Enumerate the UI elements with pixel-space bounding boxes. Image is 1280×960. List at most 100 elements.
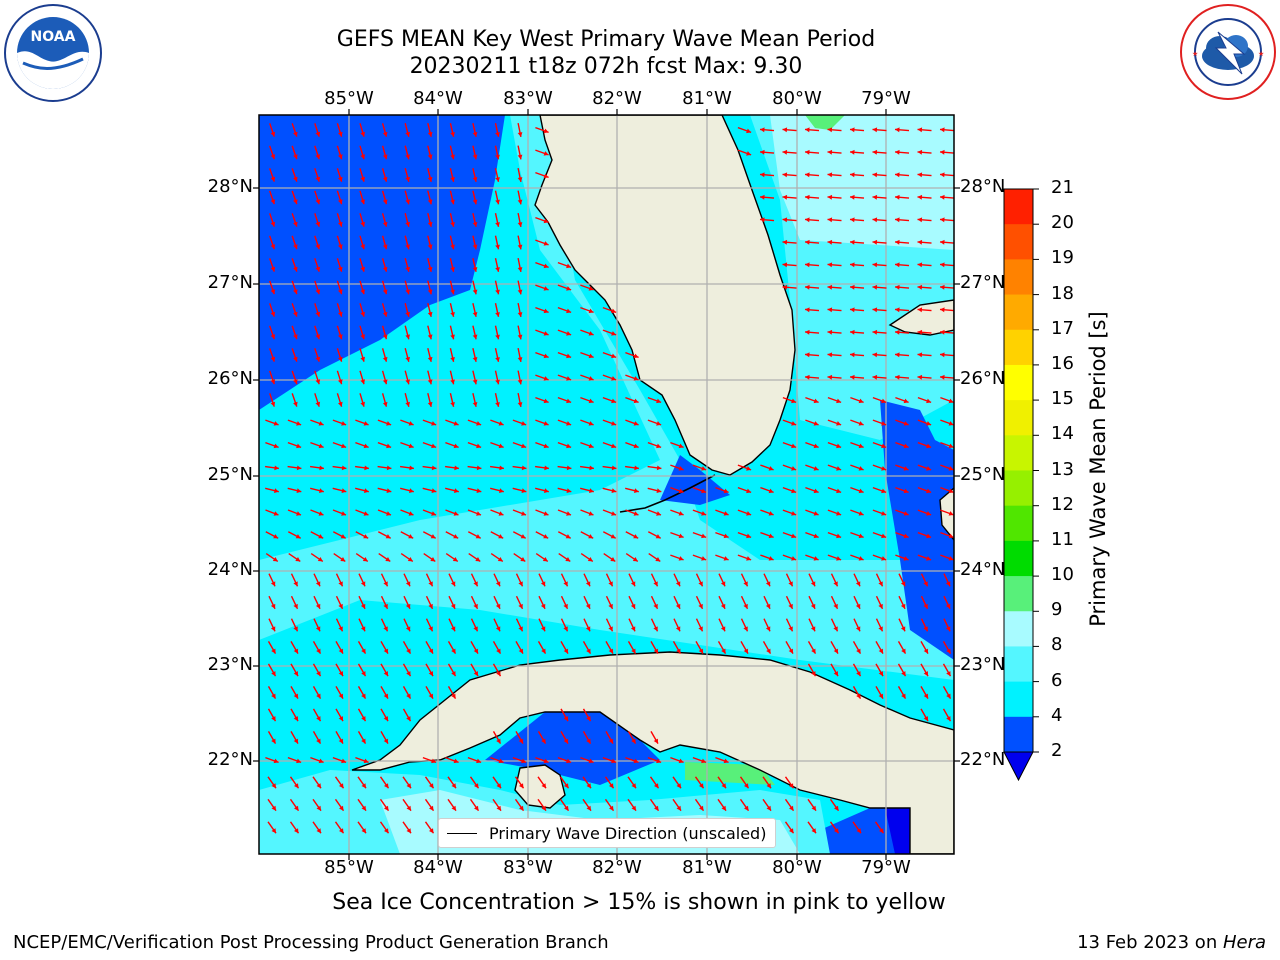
legend-line-sample <box>447 832 477 834</box>
wave-arrow <box>829 821 840 834</box>
wave-arrow <box>378 553 391 562</box>
wave-arrow <box>939 194 954 200</box>
wave-arrow <box>625 419 639 426</box>
wave-arrow <box>850 509 864 516</box>
wave-arrow <box>605 641 614 654</box>
colorbar-tick-label: 10 <box>1051 564 1074 586</box>
wave-arrow <box>894 239 910 245</box>
wave-arrow <box>517 347 523 363</box>
wave-arrow <box>359 303 365 317</box>
wave-arrow <box>560 641 569 654</box>
wave-arrow <box>762 776 772 789</box>
wave-arrow <box>422 509 437 516</box>
wave-arrow <box>404 168 410 182</box>
wave-arrow <box>332 465 347 471</box>
wave-arrow <box>605 573 614 587</box>
wave-arrow <box>872 239 887 245</box>
wave-arrow <box>872 284 887 290</box>
wave-arrow <box>380 663 389 677</box>
wave-arrow <box>673 618 681 632</box>
wave-arrow <box>472 213 478 227</box>
wave-arrow <box>357 776 367 789</box>
wave-arrow <box>538 573 546 587</box>
colorbar-tick-label: 18 <box>1051 282 1074 304</box>
wave-arrow <box>422 487 437 493</box>
wave-arrow <box>512 531 527 539</box>
wave-arrow <box>265 441 279 449</box>
wave-arrow <box>625 465 639 471</box>
colorbar-segment <box>1004 576 1033 612</box>
wave-arrow <box>602 351 617 359</box>
wave-arrow <box>336 190 343 205</box>
wave-arrow <box>493 595 501 610</box>
wave-arrow <box>355 465 369 471</box>
wave-arrow <box>717 776 727 789</box>
wave-arrow <box>290 708 299 722</box>
wave-arrow <box>805 531 819 539</box>
wave-arrow <box>355 509 369 516</box>
wave-arrow <box>692 509 707 516</box>
wave-arrow <box>827 531 842 539</box>
wave-arrow <box>377 441 392 449</box>
wave-arrow <box>404 123 410 137</box>
wave-arrow <box>782 239 797 245</box>
wave-arrow <box>602 531 617 539</box>
wave-arrow <box>759 194 775 200</box>
wave-arrow <box>470 573 479 587</box>
wave-arrow <box>894 262 910 268</box>
wave-arrow <box>512 756 527 764</box>
wave-arrow <box>625 396 639 404</box>
wave-arrow <box>917 329 932 335</box>
wave-arrow <box>760 554 774 561</box>
wave-arrow <box>291 325 298 340</box>
wave-arrow <box>650 595 659 610</box>
wave-arrow <box>942 663 952 677</box>
wave-arrow <box>670 554 684 561</box>
wave-arrow <box>920 618 929 632</box>
wave-arrow <box>400 487 414 493</box>
wave-arrow <box>267 663 277 677</box>
wave-arrow <box>939 149 954 155</box>
florida-landmass <box>534 115 796 476</box>
wave-arrow <box>849 374 865 380</box>
wave-arrow <box>827 441 842 449</box>
wave-arrow <box>692 486 707 494</box>
wave-arrow <box>782 486 797 494</box>
wave-arrow <box>807 821 817 834</box>
wave-arrow <box>917 374 932 380</box>
wave-arrow <box>490 531 504 539</box>
wave-arrow <box>830 663 839 677</box>
wave-arrow <box>515 641 524 654</box>
wave-arrow <box>917 464 932 471</box>
wave-arrow <box>269 370 276 385</box>
wave-arrow <box>897 641 907 654</box>
wave-arrow <box>269 190 276 205</box>
wave-arrow <box>627 798 637 812</box>
wave-arrow <box>492 641 502 654</box>
wave-arrow <box>517 257 523 273</box>
wave-arrow <box>805 464 819 471</box>
wave-arrow <box>402 708 412 722</box>
wave-arrow <box>314 370 321 385</box>
wave-arrow <box>290 595 299 610</box>
wave-arrow <box>872 441 887 449</box>
wave-arrow <box>939 352 954 358</box>
wave-arrow <box>830 641 839 654</box>
wave-arrow <box>494 280 500 295</box>
wave-arrow <box>380 573 389 587</box>
wave-arrow <box>400 441 414 449</box>
wave-arrow <box>647 509 662 516</box>
wave-arrow <box>557 756 572 764</box>
wave-arrow <box>647 441 662 449</box>
wave-arrow <box>445 487 459 493</box>
wave-arrow <box>875 573 884 587</box>
wave-arrow <box>467 756 482 764</box>
wave-arrow <box>804 172 820 178</box>
wave-arrow <box>582 731 592 744</box>
colorbar-segment <box>1004 189 1033 225</box>
wave-arrow <box>849 262 865 268</box>
wave-arrow <box>449 348 455 362</box>
wave-arrow <box>850 441 864 449</box>
wave-arrow <box>268 595 276 610</box>
